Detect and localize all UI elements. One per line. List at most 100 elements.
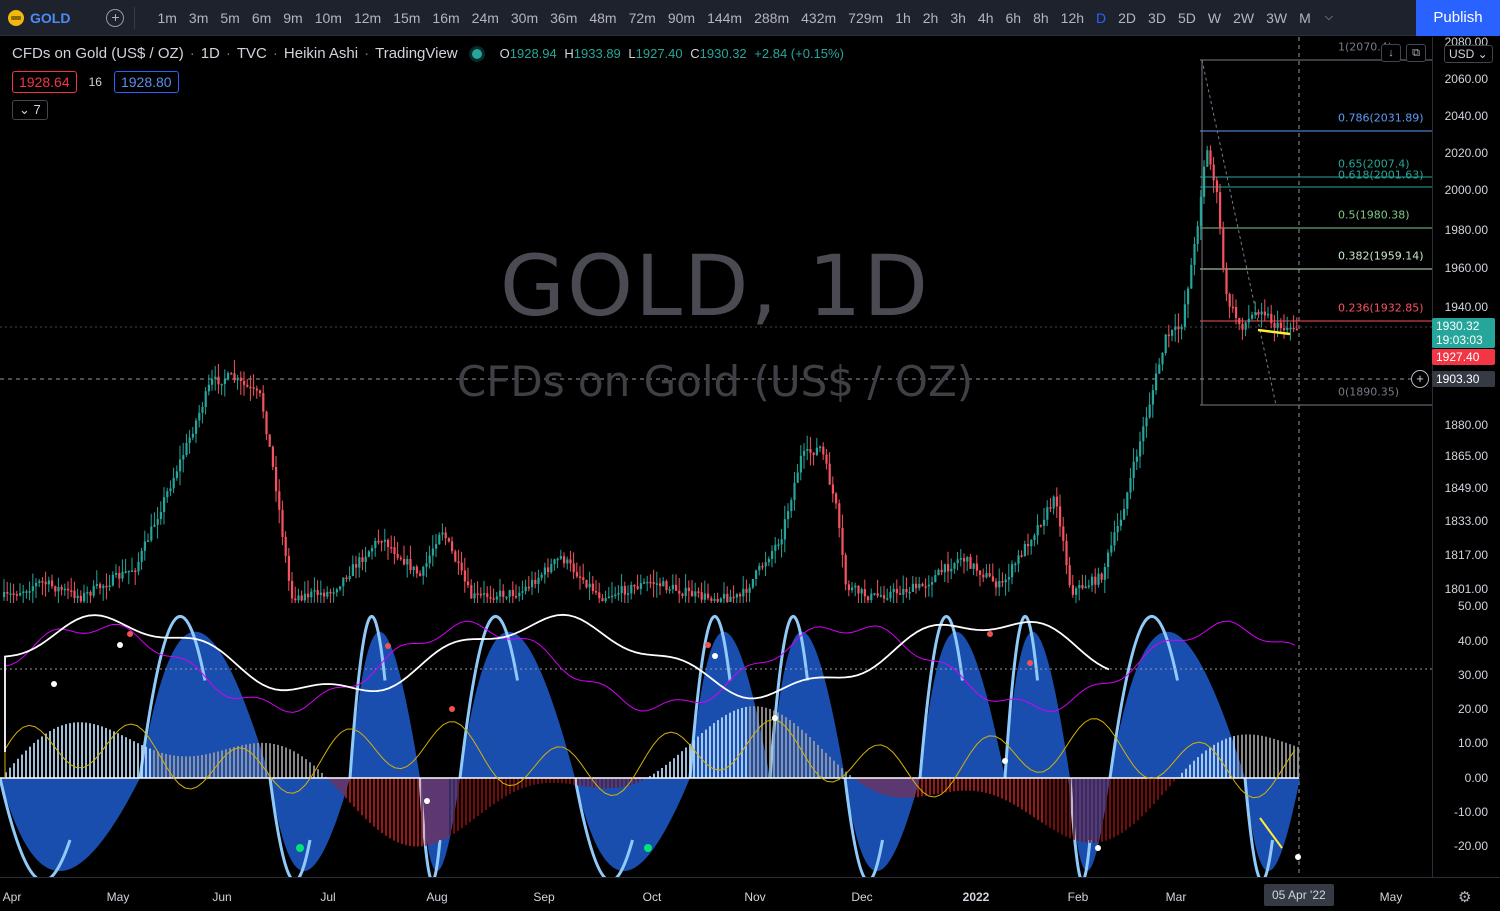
interval-3d[interactable]: 3D [1148, 9, 1166, 26]
candle-body [435, 544, 438, 549]
oscillator-label: -20.00 [1453, 839, 1488, 853]
interval-4h[interactable]: 4h [977, 9, 994, 26]
interval-16m[interactable]: 16m [432, 9, 460, 26]
candle-body [422, 566, 425, 576]
gear-icon[interactable]: ⚙ [1458, 889, 1472, 906]
indicators-toggle[interactable]: ⌄ 7 [12, 100, 48, 120]
candle-body [425, 563, 428, 567]
price-axis[interactable]: 2080.00 2060.00 2040.00 2020.00 2000.00 1980… [1432, 35, 1500, 877]
series-legend[interactable]: CFDs on Gold (US$ / OZ) · 1D · TVC · Hei… [12, 45, 844, 62]
oscillator-wave [575, 778, 690, 871]
arrow-down-icon[interactable]: ↓ [1381, 44, 1401, 62]
histogram-bar [817, 744, 819, 778]
histogram-bar [793, 723, 795, 778]
interval-3w[interactable]: 3W [1266, 9, 1288, 26]
interval-5d[interactable]: 5D [1177, 9, 1196, 26]
candle-body [627, 593, 630, 595]
candle-body [803, 450, 806, 456]
candle-body [1231, 306, 1234, 309]
candle-body [1164, 334, 1167, 354]
histogram-bar [521, 778, 523, 789]
buy-button[interactable]: 1928.80 [113, 71, 179, 93]
oscillator-wave-edge [688, 615, 732, 779]
candle-body [905, 588, 908, 593]
interval-729m[interactable]: 729m [848, 9, 884, 26]
interval-432m[interactable]: 432m [801, 9, 837, 26]
histogram-bar [77, 722, 79, 778]
candle-body [998, 580, 1001, 588]
interval-36m[interactable]: 36m [550, 9, 578, 26]
candle-body [1283, 328, 1286, 331]
change-value: +2.84 (+0.15%) [754, 46, 844, 61]
interval-48m[interactable]: 48m [589, 9, 617, 26]
chevron-down-icon[interactable]: ⌵ [1324, 11, 1334, 23]
candle-body [156, 518, 159, 525]
sell-button[interactable]: 1928.64 [12, 71, 77, 93]
interval-24m[interactable]: 24m [471, 9, 499, 26]
legend-interval: 1D [200, 45, 220, 62]
histogram-bar [113, 731, 115, 778]
interval-3h[interactable]: 3h [950, 9, 966, 26]
histogram-bar [161, 752, 163, 778]
histogram-bar [909, 778, 911, 798]
candle-body [495, 596, 498, 600]
candle-body [118, 572, 121, 579]
chart-canvas[interactable] [0, 37, 1432, 877]
candle-body [63, 588, 66, 591]
plus-circle-icon[interactable]: + [106, 8, 125, 27]
interval-5m[interactable]: 5m [220, 9, 240, 26]
interval-2h[interactable]: 2h [922, 9, 939, 26]
currency-selector[interactable]: USD ⌄ [1444, 45, 1493, 63]
candle-body [899, 593, 902, 595]
histogram-bar [973, 778, 975, 791]
interval-288m[interactable]: 288m [754, 9, 790, 26]
histogram-bar [85, 722, 87, 778]
histogram-bar [617, 778, 619, 788]
histogram-bar [669, 761, 671, 778]
histogram-bar [1213, 744, 1215, 778]
interval-3m[interactable]: 3m [188, 9, 209, 26]
candle-body [28, 591, 31, 593]
interval-2d[interactable]: 2D [1118, 9, 1137, 26]
symbol-search[interactable]: GOLD [0, 0, 78, 36]
interval-m[interactable]: M [1299, 9, 1311, 26]
publish-button[interactable]: Publish [1416, 0, 1500, 36]
candle-body [1247, 318, 1250, 323]
chart-pane[interactable]: GOLD, 1D CFDs on Gold (US$ / OZ) CFDs on… [0, 35, 1500, 911]
interval-1h[interactable]: 1h [895, 9, 911, 26]
candle-body [153, 524, 156, 527]
interval-6m[interactable]: 6m [251, 9, 272, 26]
candle-body [659, 583, 662, 587]
interval-6h[interactable]: 6h [1005, 9, 1022, 26]
candle-body [137, 561, 140, 572]
histogram-bar [997, 778, 999, 797]
interval-9m[interactable]: 9m [283, 9, 303, 26]
candle-body [959, 558, 962, 560]
interval-2w[interactable]: 2W [1233, 9, 1255, 26]
histogram-bar [117, 733, 119, 778]
interval-144m[interactable]: 144m [707, 9, 743, 26]
histogram-bar [1081, 778, 1083, 842]
interval-w[interactable]: W [1207, 9, 1222, 26]
interval-1m[interactable]: 1m [157, 9, 177, 26]
interval-8h[interactable]: 8h [1033, 9, 1049, 26]
histogram-bar [625, 778, 627, 787]
interval-d[interactable]: D [1096, 9, 1107, 26]
time-label: Jun [212, 890, 232, 904]
restore-icon[interactable]: ⧉ [1406, 44, 1426, 62]
interval-30m[interactable]: 30m [510, 9, 539, 26]
histogram-bar [981, 778, 983, 793]
time-axis[interactable]: 05 Apr '22 ⚙ Apr May Jun Jul Aug Sep Oct Nov Dec… [0, 877, 1500, 911]
signal-dot [987, 631, 993, 637]
interval-15m[interactable]: 15m [393, 9, 421, 26]
plus-circle-icon[interactable]: + [1411, 370, 1429, 388]
histogram-bar [21, 754, 23, 778]
gold-coin-icon [8, 9, 24, 26]
interval-10m[interactable]: 10m [314, 9, 342, 26]
interval-12m[interactable]: 12m [353, 9, 382, 26]
interval-90m[interactable]: 90m [667, 9, 696, 26]
interval-72m[interactable]: 72m [628, 9, 656, 26]
candle-body [524, 586, 527, 592]
interval-12h[interactable]: 12h [1060, 9, 1085, 26]
candle-body [963, 558, 966, 562]
